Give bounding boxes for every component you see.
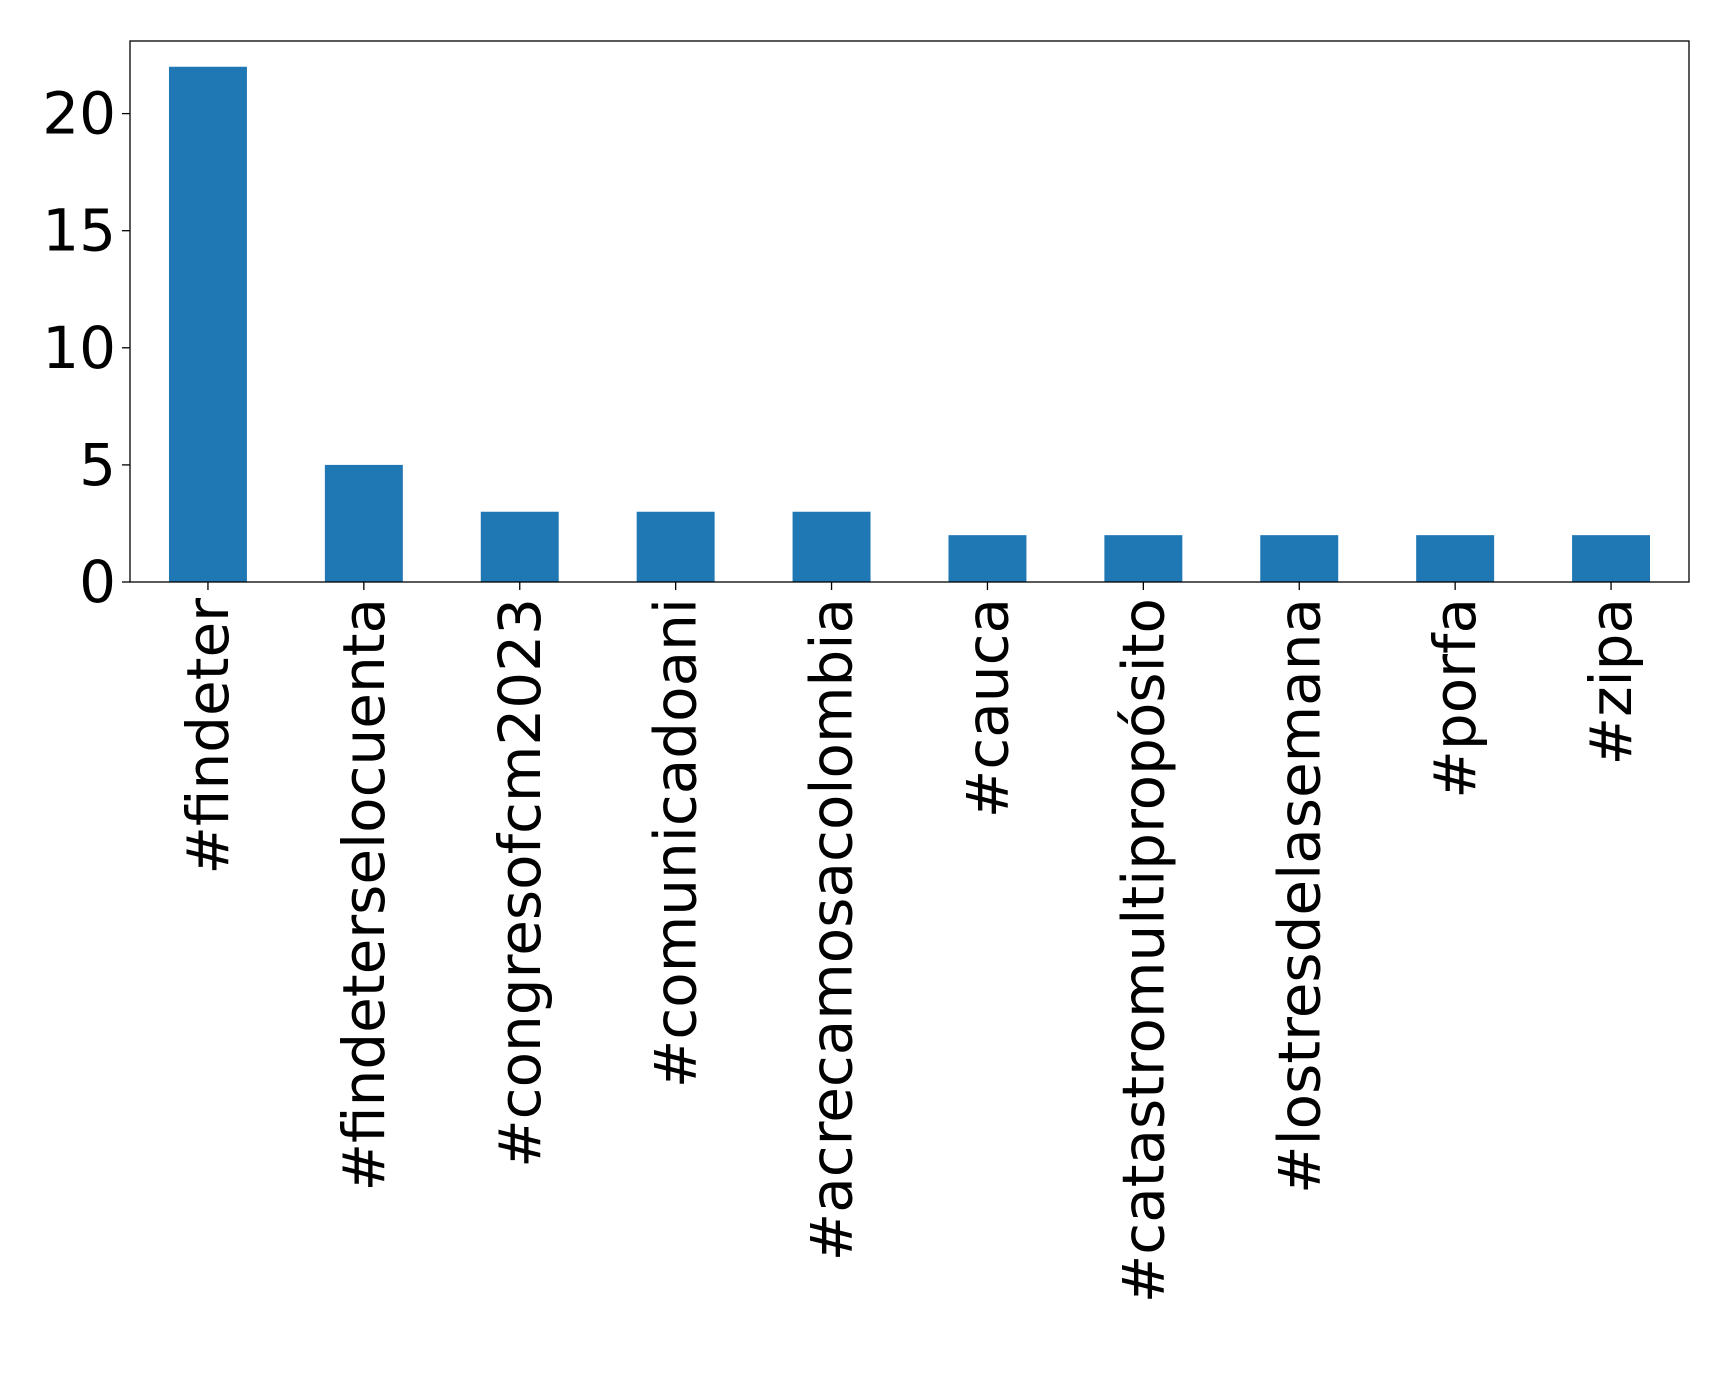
x-tick-label: #acrecamosacolombia [798,598,866,1261]
y-tick-label: 15 [42,197,116,265]
y-tick-label: 10 [42,314,116,382]
bars-group [168,66,1651,582]
y-tick-label: 0 [79,548,116,616]
x-tick-label: #cauca [953,598,1021,818]
bar [1416,535,1495,582]
bar [480,511,559,582]
x-tick-label: #porfa [1421,598,1489,799]
x-axis: #findeter #findeterselocuenta #congresofcm… [174,582,1645,1303]
x-tick-label: #comunicadoani [642,598,710,1088]
y-axis: 0 5 10 15 20 [42,80,130,616]
x-tick-label: #findeter [174,598,242,875]
x-tick-label: #catastromultipropósito [1109,598,1177,1303]
bar [1572,535,1651,582]
bar [948,535,1027,582]
bar [636,511,715,582]
y-tick-label: 20 [42,80,116,148]
x-tick-label: #zipa [1577,598,1645,766]
x-tick-label: #lostresdelasemana [1265,598,1333,1194]
x-tick-label: #congresofcm2023 [486,598,554,1168]
bar [324,464,403,582]
x-tick-label: #findeterselocuenta [330,598,398,1192]
bar [1104,535,1183,582]
bar [168,66,247,582]
bar [1260,535,1339,582]
plot-frame [129,40,1690,583]
bar [792,511,871,582]
y-tick-label: 5 [79,431,116,499]
